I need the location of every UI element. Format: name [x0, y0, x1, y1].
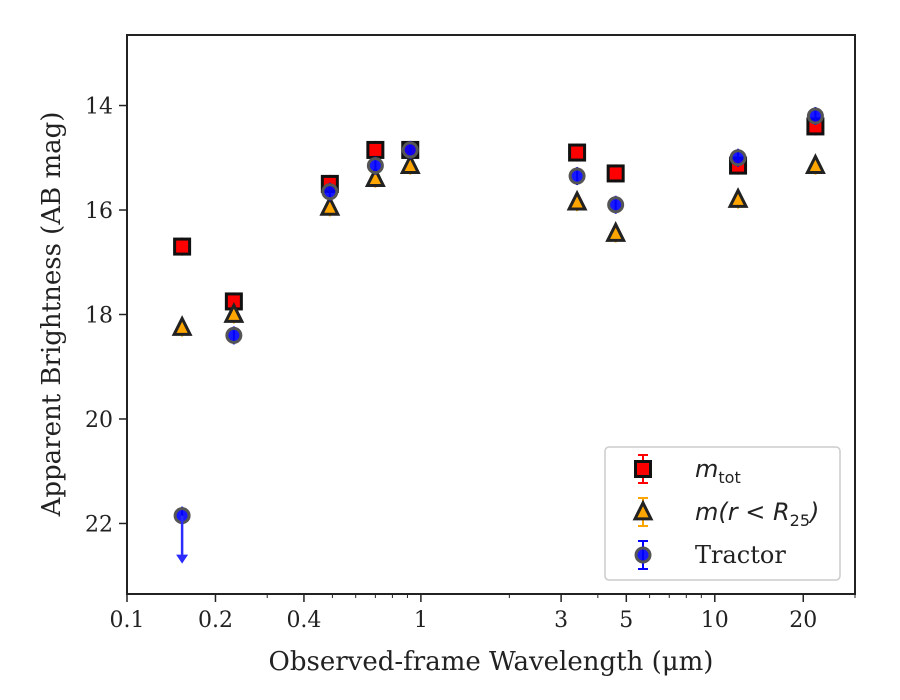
circle-point	[321, 183, 339, 201]
square-point	[366, 140, 385, 159]
circle-point	[729, 149, 747, 167]
x-tick-label: 20	[789, 608, 817, 633]
triangle-point	[566, 189, 588, 211]
y-tick-label: 18	[85, 304, 113, 329]
upper-limit-arrow-head	[176, 554, 189, 564]
x-tick-label: 5	[619, 608, 633, 633]
series-1	[171, 153, 826, 337]
x-axis-label: Observed-frame Wavelength (μm)	[269, 647, 714, 677]
legend-circle-marker	[634, 546, 652, 564]
circle-point	[607, 196, 625, 214]
legend-box	[604, 446, 841, 581]
legend-label-1: m(r < R25)	[695, 498, 819, 530]
square-point	[173, 237, 192, 256]
x-tick-label: 10	[701, 608, 729, 633]
series-0	[173, 117, 825, 311]
legend-label-0: mtot	[695, 455, 741, 487]
legend-label-2: Tractor	[695, 541, 786, 569]
circle-point	[568, 167, 586, 185]
series-2	[173, 106, 824, 564]
circle-point	[366, 157, 384, 175]
x-tick-label: 0.1	[110, 608, 145, 633]
y-tick-label: 22	[85, 512, 113, 537]
triangle-point	[319, 194, 341, 216]
triangle-point	[399, 153, 421, 174]
x-tick-label: 3	[554, 608, 568, 633]
circle-point	[401, 141, 419, 159]
data-layer	[171, 106, 826, 564]
triangle-point	[727, 187, 749, 208]
y-axis-label: Apparent Brightness (AB mag)	[37, 112, 67, 518]
x-tick-label: 0.4	[286, 608, 321, 633]
square-point	[568, 143, 587, 162]
circle-point	[225, 326, 243, 344]
y-tick-label: 14	[85, 95, 113, 120]
y-tick-label: 16	[85, 199, 113, 224]
square-point	[606, 164, 625, 183]
axes-layer: 0.1 0.2 0.4 1 3 5 10 20 14 16 18 20 22	[85, 34, 856, 633]
triangle-point	[223, 302, 245, 323]
x-tick-label: 1	[414, 608, 428, 633]
legend: mtot m(r < R25) Tractor	[604, 446, 841, 581]
legend-triangle-marker	[632, 499, 654, 521]
triangle-point	[364, 166, 386, 188]
circle-point	[806, 107, 824, 125]
y-tick-label: 20	[85, 408, 113, 433]
triangle-point	[605, 221, 627, 242]
triangle-point	[171, 315, 193, 336]
x-tick-label: 0.2	[198, 608, 233, 633]
triangle-point	[804, 153, 826, 174]
legend-square-marker	[634, 460, 652, 478]
